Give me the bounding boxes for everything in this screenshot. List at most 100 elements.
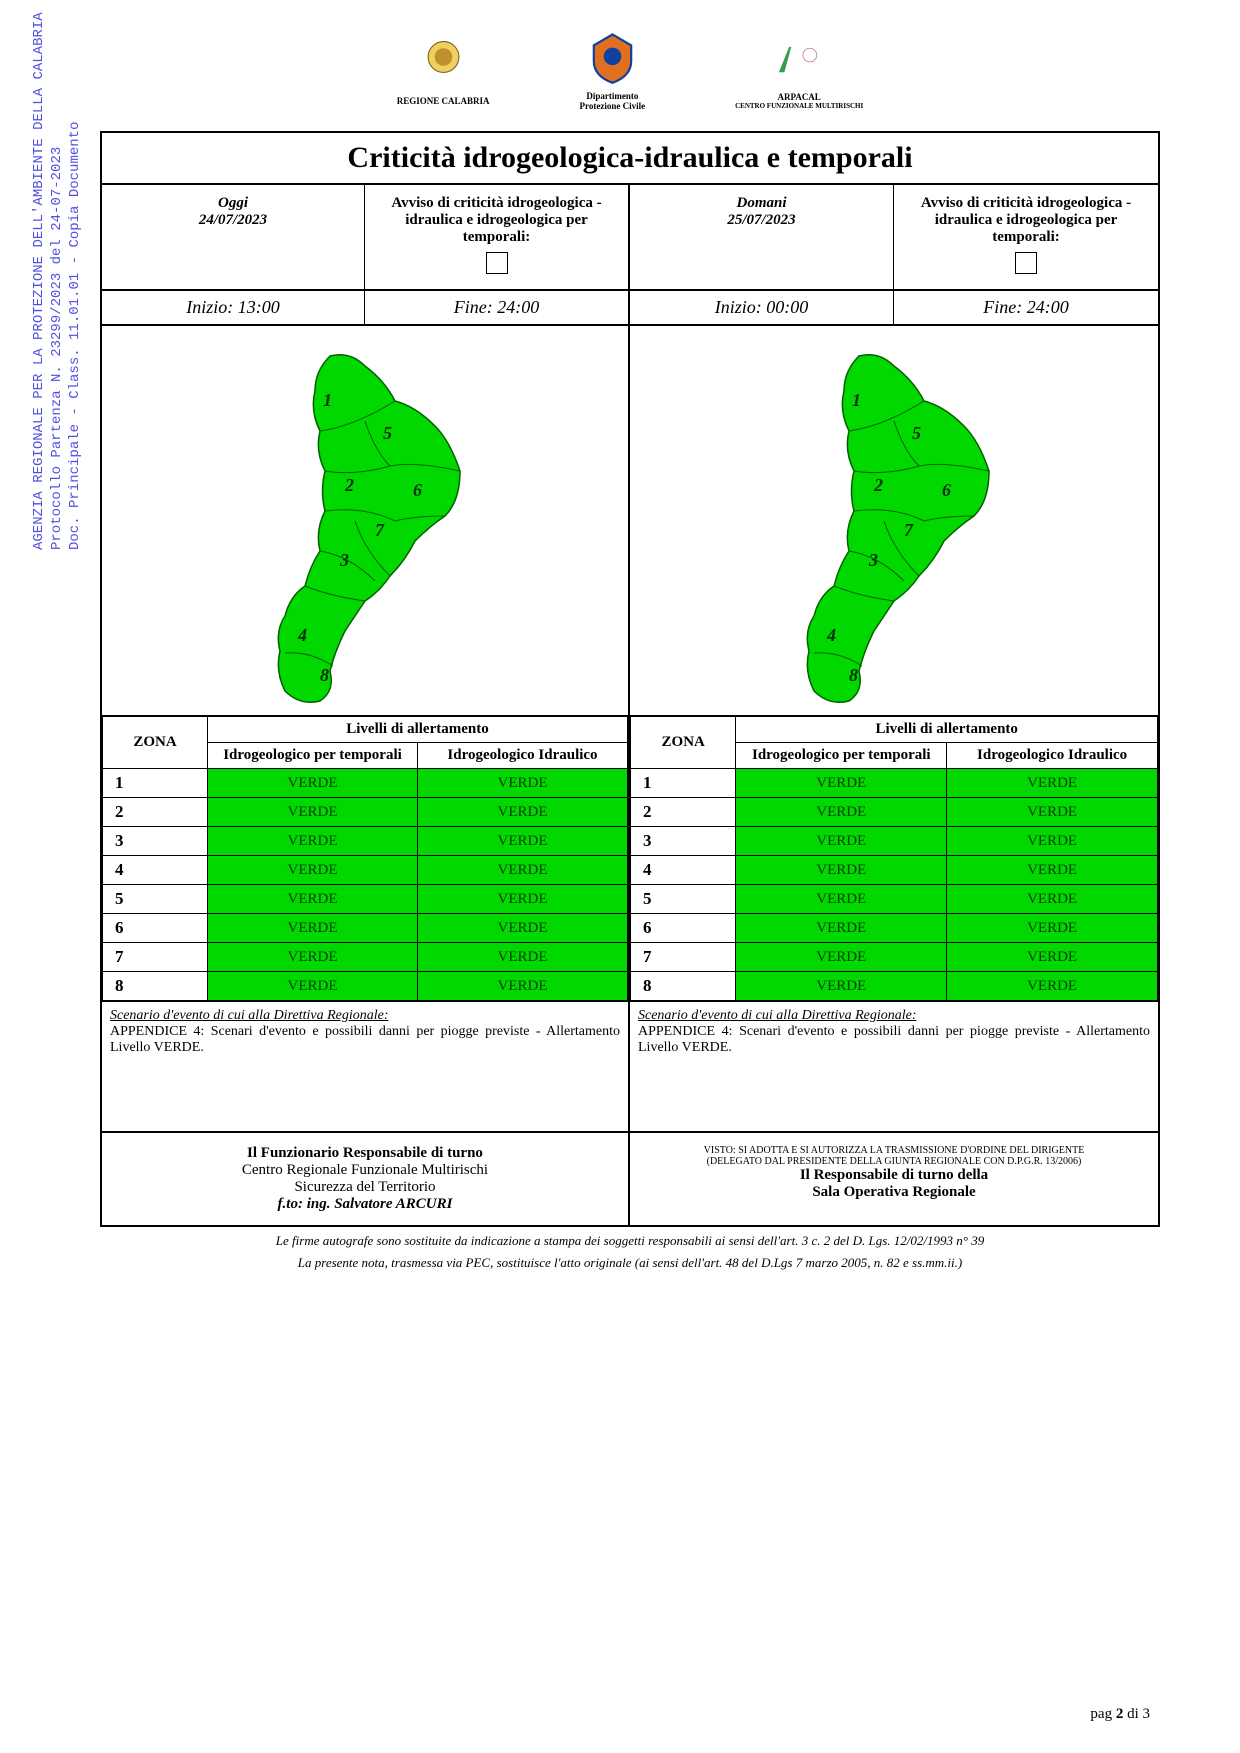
svg-text:1: 1 xyxy=(323,390,332,410)
zone-number: 5 xyxy=(103,885,208,914)
svg-text:7: 7 xyxy=(375,520,385,540)
main-bulletin-table: Criticità idrogeologica-idraulica e temp… xyxy=(100,131,1160,1227)
tomorrow-label: Domani xyxy=(640,195,883,212)
svg-text:5: 5 xyxy=(912,423,921,443)
zone-level-idraulico: VERDE xyxy=(947,885,1158,914)
zone-row: 1 VERDE VERDE xyxy=(103,769,628,798)
today-date: 24/07/2023 xyxy=(112,212,354,229)
zone-level-temporali: VERDE xyxy=(736,798,947,827)
zone-number: 2 xyxy=(103,798,208,827)
zone-number: 1 xyxy=(103,769,208,798)
footer-note-1: Le firme autografe sono sostituite da in… xyxy=(100,1233,1160,1249)
svg-text:3: 3 xyxy=(339,550,349,570)
svg-text:6: 6 xyxy=(942,480,951,500)
today-map: 1 5 2 6 7 3 48 xyxy=(102,326,628,716)
svg-text:6: 6 xyxy=(413,480,422,500)
zone-row: 8 VERDE VERDE xyxy=(631,972,1158,1001)
zone-level-temporali: VERDE xyxy=(736,972,947,1001)
zone-level-temporali: VERDE xyxy=(208,856,418,885)
today-end: Fine: 24:00 xyxy=(365,291,628,324)
zone-number: 4 xyxy=(631,856,736,885)
zone-level-idraulico: VERDE xyxy=(418,798,628,827)
zone-level-temporali: VERDE xyxy=(736,856,947,885)
svg-text:8: 8 xyxy=(849,665,858,685)
zone-row: 6 VERDE VERDE xyxy=(631,914,1158,943)
zone-level-temporali: VERDE xyxy=(736,885,947,914)
zone-level-idraulico: VERDE xyxy=(418,856,628,885)
signature-left: Il Funzionario Responsabile di turno Cen… xyxy=(102,1133,630,1225)
today-warning-checkbox xyxy=(486,252,508,274)
tomorrow-scenario: Scenario d'evento di cui alla Direttiva … xyxy=(630,1001,1158,1131)
zone-level-idraulico: VERDE xyxy=(418,914,628,943)
zone-level-idraulico: VERDE xyxy=(418,827,628,856)
zone-level-temporali: VERDE xyxy=(736,914,947,943)
zone-number: 4 xyxy=(103,856,208,885)
svg-text:7: 7 xyxy=(904,520,914,540)
tomorrow-end: Fine: 24:00 xyxy=(894,291,1158,324)
zone-level-temporali: VERDE xyxy=(208,827,418,856)
today-warning-title: Avviso di criticità idrogeologica - idra… xyxy=(375,195,618,246)
svg-text:5: 5 xyxy=(383,423,392,443)
zone-row: 1 VERDE VERDE xyxy=(631,769,1158,798)
zone-level-idraulico: VERDE xyxy=(418,769,628,798)
footer-note-2: La presente nota, trasmessa via PEC, sos… xyxy=(100,1255,1160,1271)
tomorrow-column: Domani 25/07/2023 Avviso di criticità id… xyxy=(630,185,1158,1131)
svg-text:3: 3 xyxy=(868,550,878,570)
zone-level-idraulico: VERDE xyxy=(947,972,1158,1001)
zone-level-temporali: VERDE xyxy=(736,827,947,856)
zone-number: 8 xyxy=(103,972,208,1001)
zone-row: 7 VERDE VERDE xyxy=(631,943,1158,972)
today-column: Oggi 24/07/2023 Avviso di criticità idro… xyxy=(102,185,630,1131)
zone-row: 3 VERDE VERDE xyxy=(103,827,628,856)
zone-row: 6 VERDE VERDE xyxy=(103,914,628,943)
zone-number: 1 xyxy=(631,769,736,798)
zone-level-temporali: VERDE xyxy=(208,914,418,943)
zone-number: 8 xyxy=(631,972,736,1001)
zone-row: 7 VERDE VERDE xyxy=(103,943,628,972)
tomorrow-warning-checkbox xyxy=(1015,252,1037,274)
zone-row: 4 VERDE VERDE xyxy=(103,856,628,885)
zone-number: 2 xyxy=(631,798,736,827)
zone-number: 6 xyxy=(631,914,736,943)
zone-row: 2 VERDE VERDE xyxy=(631,798,1158,827)
zone-row: 2 VERDE VERDE xyxy=(103,798,628,827)
bulletin-title: Criticità idrogeologica-idraulica e temp… xyxy=(102,133,1158,185)
page-number: pag 2 di 3 xyxy=(1090,1706,1150,1723)
svg-text:4: 4 xyxy=(826,625,836,645)
zone-level-idraulico: VERDE xyxy=(947,856,1158,885)
today-scenario: Scenario d'evento di cui alla Direttiva … xyxy=(102,1001,628,1131)
svg-text:2: 2 xyxy=(344,475,354,495)
zone-level-temporali: VERDE xyxy=(208,798,418,827)
zone-number: 7 xyxy=(103,943,208,972)
logo-row: REGIONE CALABRIA Dipartimento Protezione… xyxy=(100,30,1160,111)
zone-number: 3 xyxy=(103,827,208,856)
zone-level-temporali: VERDE xyxy=(208,943,418,972)
today-start: Inizio: 13:00 xyxy=(102,291,365,324)
logo-arpacal: ARPACAL CENTRO FUNZIONALE MULTIRISCHI xyxy=(735,31,863,110)
zone-level-idraulico: VERDE xyxy=(418,943,628,972)
tomorrow-start: Inizio: 00:00 xyxy=(630,291,894,324)
protocol-stamp: AGENZIA REGIONALE PER LA PROTEZIONE DELL… xyxy=(30,12,85,550)
tomorrow-map: 1 5 2 6 7 3 48 xyxy=(630,326,1158,716)
today-label: Oggi xyxy=(112,195,354,212)
zone-level-temporali: VERDE xyxy=(208,885,418,914)
zone-level-idraulico: VERDE xyxy=(418,972,628,1001)
zone-row: 3 VERDE VERDE xyxy=(631,827,1158,856)
tomorrow-zone-table: ZONA Livelli di allertamento Idrogeologi… xyxy=(630,716,1158,1001)
zone-number: 7 xyxy=(631,943,736,972)
zone-number: 3 xyxy=(631,827,736,856)
logo-protezione-civile: Dipartimento Protezione Civile xyxy=(580,30,646,111)
zone-level-idraulico: VERDE xyxy=(418,885,628,914)
svg-text:8: 8 xyxy=(320,665,329,685)
zone-row: 8 VERDE VERDE xyxy=(103,972,628,1001)
zone-level-idraulico: VERDE xyxy=(947,798,1158,827)
logo-regione: REGIONE CALABRIA xyxy=(397,35,490,106)
zone-level-temporali: VERDE xyxy=(736,769,947,798)
svg-text:1: 1 xyxy=(852,390,861,410)
svg-text:2: 2 xyxy=(873,475,883,495)
zone-level-idraulico: VERDE xyxy=(947,943,1158,972)
zone-level-idraulico: VERDE xyxy=(947,827,1158,856)
zone-number: 5 xyxy=(631,885,736,914)
svg-text:4: 4 xyxy=(297,625,307,645)
signature-row: Il Funzionario Responsabile di turno Cen… xyxy=(102,1131,1158,1225)
